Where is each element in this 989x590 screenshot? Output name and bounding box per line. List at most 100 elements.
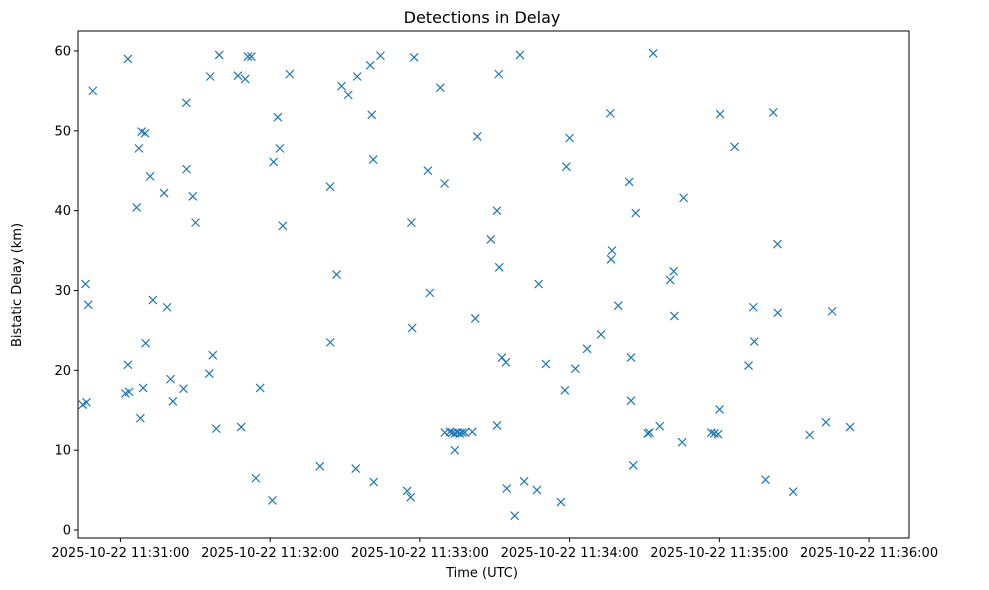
data-point: [140, 128, 150, 138]
data-point: [628, 460, 638, 470]
data-point: [492, 206, 502, 216]
data-point: [773, 308, 783, 318]
data-point: [337, 81, 346, 91]
y-axis: 0 10 20 30 40 50 60: [54, 44, 78, 539]
data-point: [494, 69, 504, 79]
data-point: [532, 485, 542, 495]
data-point: [845, 422, 855, 432]
data-point: [715, 109, 725, 119]
data-point: [423, 166, 433, 176]
data-point: [643, 428, 653, 438]
data-point: [285, 69, 295, 79]
data-point: [138, 383, 148, 393]
data-point: [607, 246, 617, 255]
x-tick-label: 2025-10-22 11:31:00: [51, 546, 189, 561]
data-point: [367, 110, 377, 120]
data-point: [457, 428, 467, 438]
chart-title: Detections in Delay: [404, 8, 561, 27]
data-point: [376, 51, 385, 61]
data-point: [267, 496, 277, 505]
data-point: [648, 48, 658, 58]
data-point: [510, 511, 520, 521]
data-point: [368, 155, 378, 164]
data-point: [460, 428, 470, 438]
data-point: [240, 74, 250, 84]
data-point: [407, 323, 417, 333]
data-point: [561, 162, 571, 172]
data-point: [406, 218, 416, 228]
x-tick-label: 2025-10-22 11:36:00: [800, 546, 938, 561]
data-point: [251, 473, 261, 483]
data-point: [613, 301, 623, 311]
data-point: [145, 171, 155, 181]
data-point: [472, 131, 482, 141]
data-point: [494, 262, 504, 272]
data-point: [445, 427, 455, 437]
data-point: [556, 497, 566, 507]
data-point: [450, 445, 460, 455]
data-point: [243, 52, 253, 61]
data-point: [82, 397, 91, 407]
data-point: [679, 193, 689, 203]
data-point: [744, 361, 753, 370]
data-point: [181, 98, 191, 108]
data-point: [275, 143, 285, 153]
x-axis: 2025-10-22 11:31:00 2025-10-22 11:32:00 20…: [51, 538, 938, 561]
data-point: [204, 369, 214, 378]
data-point: [605, 108, 615, 118]
x-tick-label: 2025-10-22 11:32:00: [201, 546, 339, 561]
data-point: [182, 164, 191, 174]
data-point: [805, 430, 815, 440]
data-point: [748, 302, 758, 312]
data-point: [470, 314, 480, 323]
y-tick-label: 10: [54, 444, 71, 459]
data-point: [188, 191, 198, 201]
data-point: [827, 306, 837, 316]
data-point: [208, 350, 218, 360]
data-point: [211, 424, 221, 434]
data-point: [141, 338, 151, 348]
data-point: [730, 142, 739, 152]
data-point: [773, 239, 782, 249]
y-tick-label: 0: [63, 524, 71, 539]
data-point: [351, 464, 361, 473]
x-axis-label: Time (UTC): [445, 566, 518, 581]
x-tick-label: 2025-10-22 11:35:00: [650, 546, 788, 561]
data-point: [749, 337, 759, 347]
y-axis-label: Bistatic Delay (km): [10, 223, 25, 347]
data-point: [325, 337, 335, 347]
x-tick-label: 2025-10-22 11:34:00: [501, 546, 639, 561]
data-point: [570, 364, 580, 374]
plot-frame: [77, 30, 910, 539]
data-point: [191, 218, 200, 228]
scatter-marks: [78, 48, 855, 521]
data-point: [519, 476, 529, 486]
data-point: [83, 300, 93, 310]
data-point: [768, 108, 778, 117]
data-point: [706, 428, 716, 438]
data-point: [669, 266, 679, 276]
data-point: [631, 208, 641, 218]
data-point: [332, 270, 341, 279]
data-point: [486, 234, 496, 244]
data-point: [214, 50, 224, 60]
data-point: [665, 275, 675, 285]
data-point: [715, 405, 725, 414]
data-point: [435, 83, 445, 93]
data-point: [159, 188, 169, 198]
data-point: [352, 72, 362, 81]
data-point: [582, 344, 592, 354]
data-point: [365, 60, 375, 70]
data-point: [278, 221, 288, 231]
data-point: [81, 279, 90, 289]
data-point: [626, 353, 636, 362]
data-point: [179, 384, 188, 394]
data-point: [425, 288, 435, 298]
data-point: [606, 254, 616, 264]
data-point: [247, 52, 256, 61]
data-point: [596, 329, 606, 339]
data-point: [315, 461, 325, 471]
data-point: [534, 279, 544, 289]
data-point: [501, 357, 511, 367]
